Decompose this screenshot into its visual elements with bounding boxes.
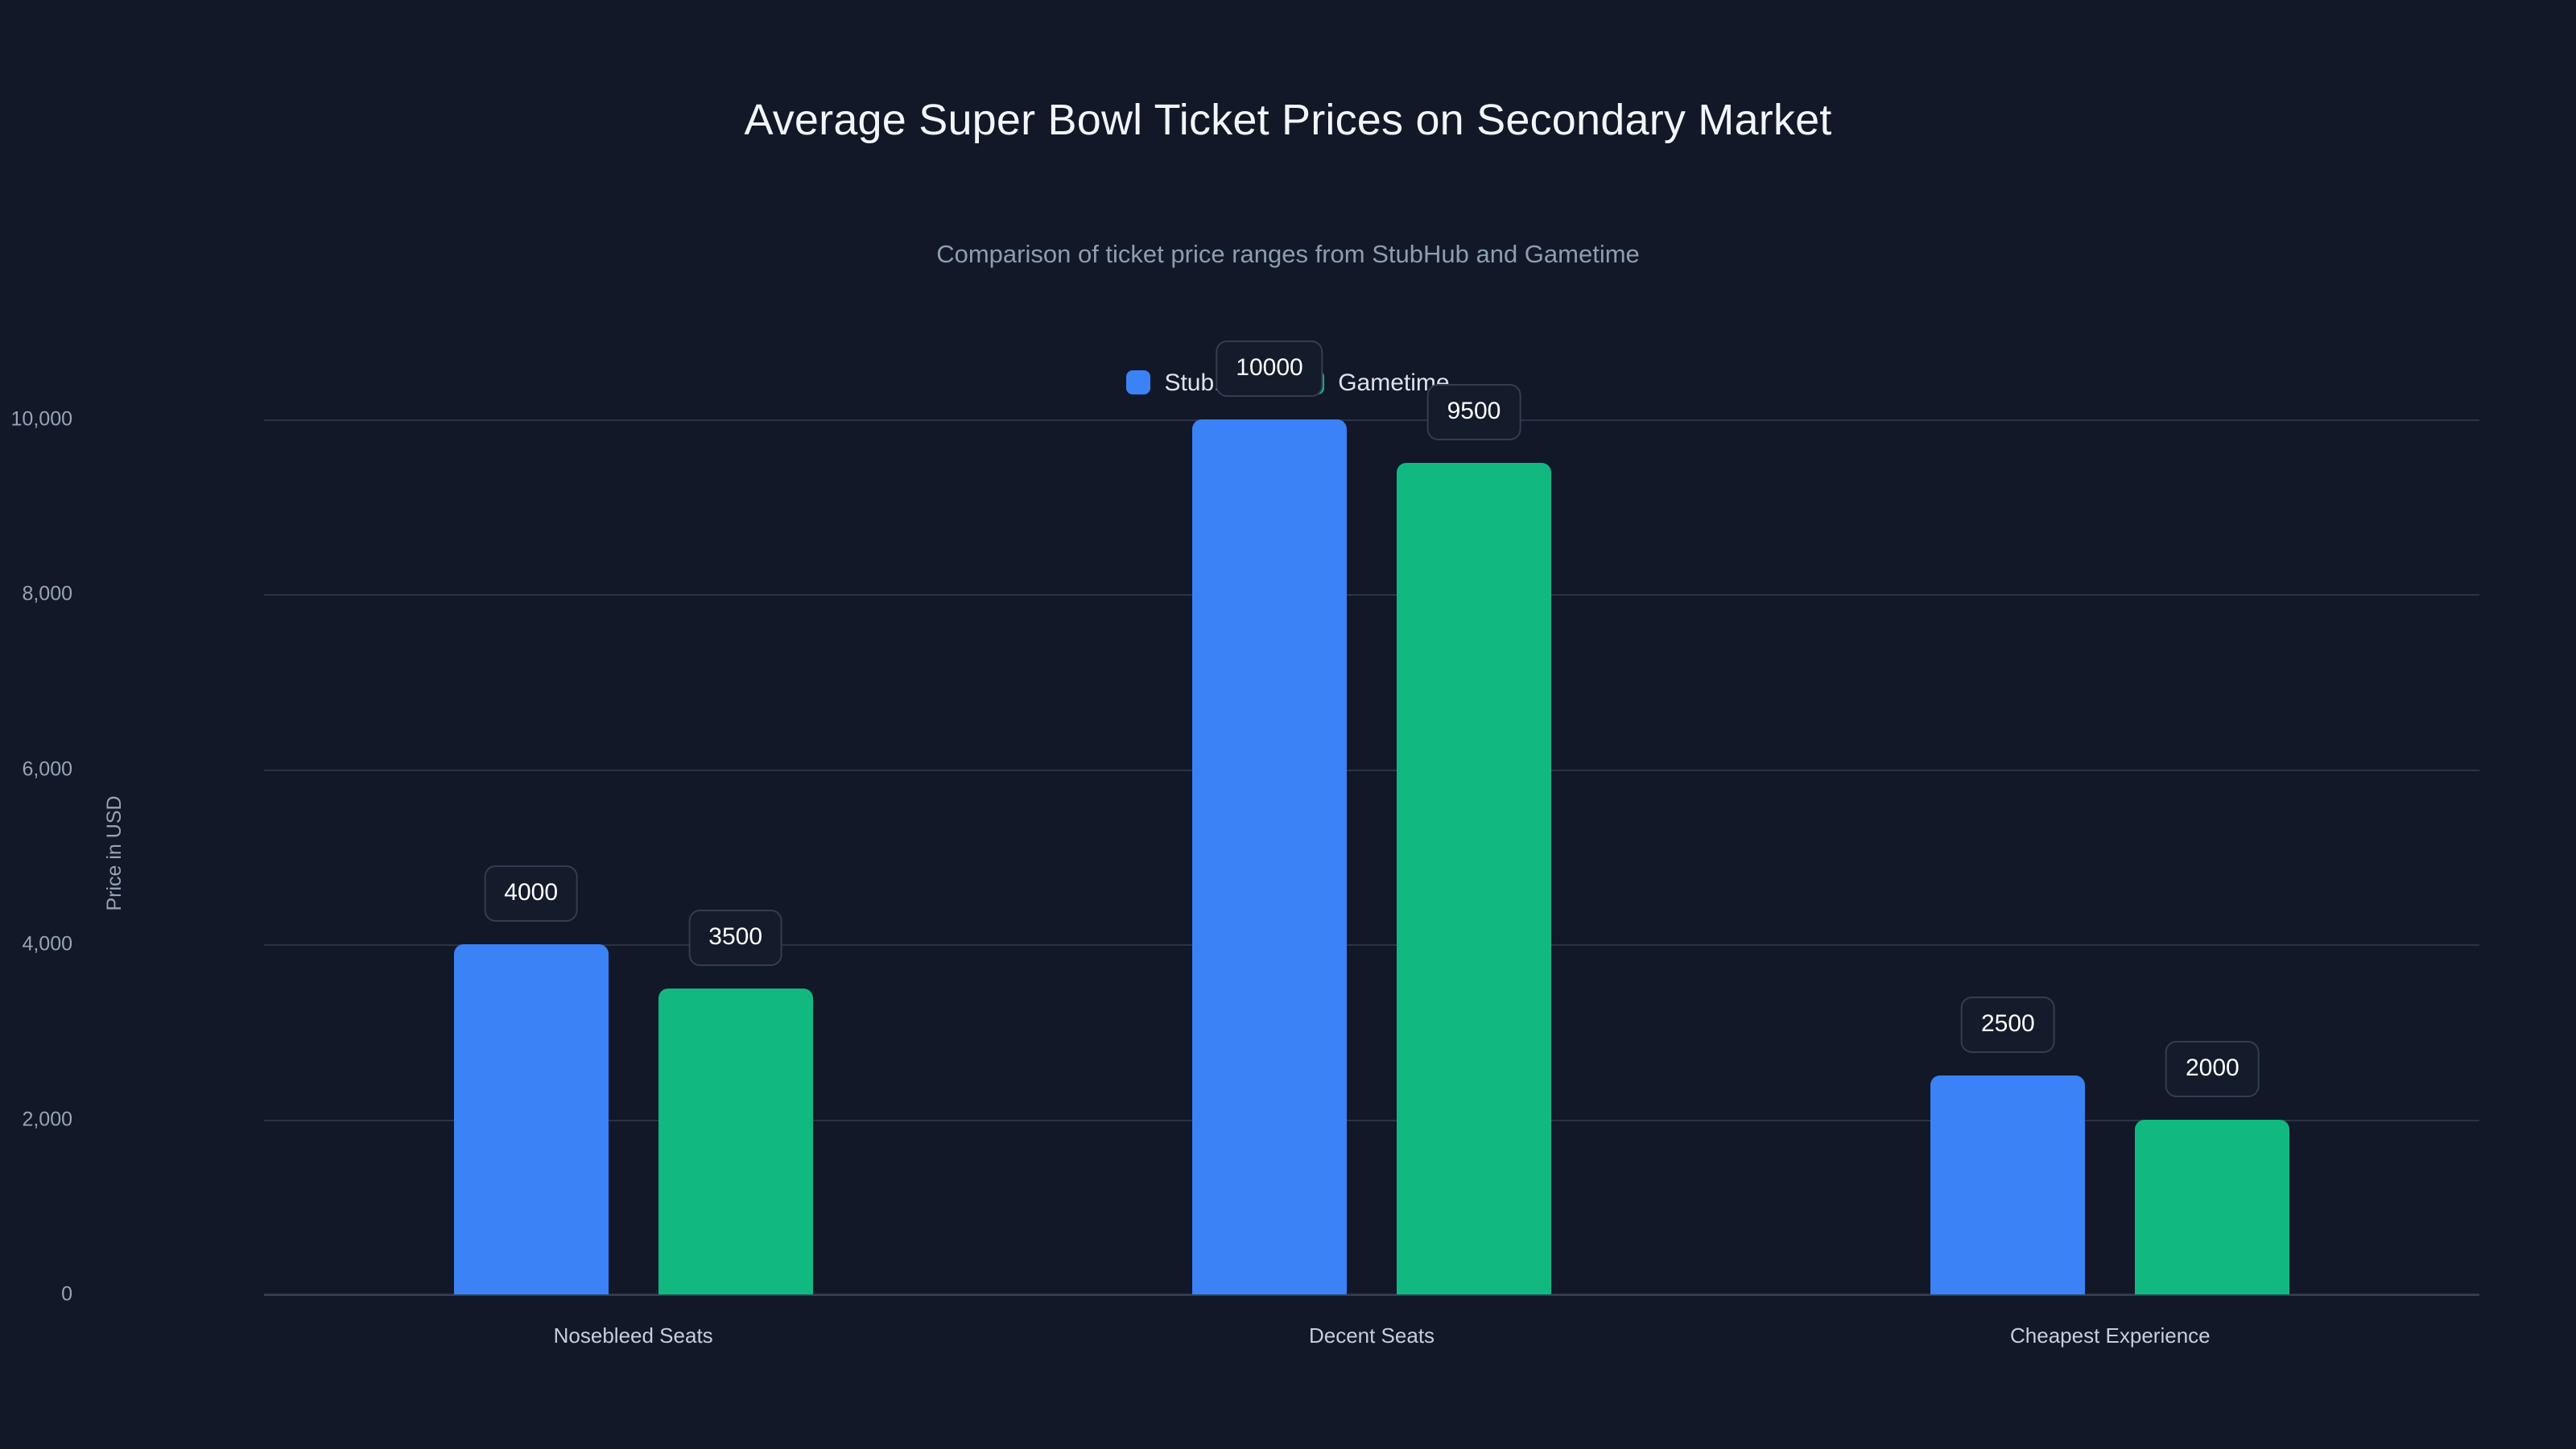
bar-stubhub-nosebleed-seats[interactable]	[453, 944, 609, 1294]
value-label: 10000	[1216, 341, 1323, 397]
y-axis-tick-label: 8,000	[22, 582, 72, 605]
gridline	[264, 419, 2479, 421]
y-axis-tick-label: 2,000	[22, 1108, 72, 1131]
x-axis-label-nosebleed-seats: Nosebleed Seats	[553, 1323, 713, 1348]
value-label: 4000	[484, 865, 579, 923]
value-label: 3500	[688, 909, 783, 966]
bar-gametime-cheapest-experience[interactable]	[2135, 1119, 2290, 1294]
bar-gametime-decent-seats[interactable]	[1397, 463, 1551, 1294]
x-axis-label-cheapest-experience: Cheapest Experience	[2010, 1323, 2211, 1348]
plot-area	[264, 419, 2479, 1296]
x-axis-label-decent-seats: Decent Seats	[1308, 1323, 1435, 1348]
bar-gametime-nosebleed-seats[interactable]	[658, 988, 813, 1294]
chart-title: Average Super Bowl Ticket Prices on Seco…	[744, 96, 1832, 144]
y-axis-tick-label: 10,000	[10, 407, 72, 431]
value-label: 9500	[1426, 384, 1521, 441]
y-axis-tick-label: 0	[61, 1282, 72, 1306]
y-axis-tick-label: 6,000	[22, 758, 72, 781]
bar-stubhub-cheapest-experience[interactable]	[1930, 1075, 2086, 1294]
y-axis-title: Price in USD	[103, 795, 126, 911]
gridline	[264, 594, 2479, 597]
chart-subtitle: Comparison of ticket price ranges from S…	[936, 240, 1640, 268]
value-label: 2500	[1960, 997, 2055, 1054]
gridline	[264, 944, 2479, 947]
gridline	[264, 1119, 2479, 1121]
legend-swatch-stubhub	[1126, 370, 1151, 394]
gridline	[264, 769, 2479, 771]
value-label: 2000	[2165, 1040, 2260, 1097]
y-axis-tick-label: 4,000	[22, 932, 72, 956]
bar-stubhub-decent-seats[interactable]	[1192, 419, 1347, 1294]
x-axis-baseline	[264, 1294, 2479, 1296]
